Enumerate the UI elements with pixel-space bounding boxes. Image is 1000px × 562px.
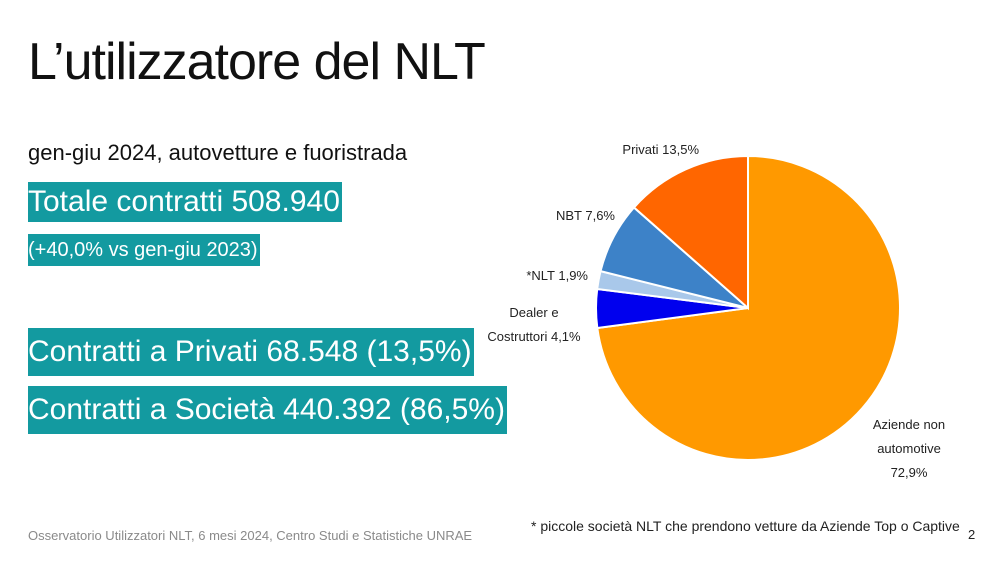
pie-chart: Privati 13,5% NBT 7,6% *NLT 1,9% Dealer … xyxy=(487,142,945,480)
total-contracts: Totale contratti 508.940 xyxy=(28,182,342,222)
private-contracts: Contratti a Privati 68.548 (13,5%) xyxy=(28,328,474,376)
label-dealer-line2: Costruttori 4,1% xyxy=(487,329,581,344)
source-note: Osservatorio Utilizzatori NLT, 6 mesi 20… xyxy=(28,528,473,543)
yoy-change: (+40,0% vs gen-giu 2023) xyxy=(28,234,260,266)
period-subtitle: gen-giu 2024, autovetture e fuoristrada xyxy=(28,140,408,165)
label-nlt: *NLT 1,9% xyxy=(526,268,588,283)
label-aziende-line1: Aziende non xyxy=(873,417,945,432)
company-contracts: Contratti a Società 440.392 (86,5%) xyxy=(28,386,507,434)
label-dealer-line1: Dealer e xyxy=(509,305,558,320)
label-nbt: NBT 7,6% xyxy=(556,208,615,223)
slice-privati xyxy=(632,154,749,311)
slide-title: L’utilizzatore del NLT xyxy=(28,33,486,91)
label-privati: Privati 13,5% xyxy=(622,142,699,157)
footnote: * piccole società NLT che prendono vettu… xyxy=(531,518,960,534)
page-number: 2 xyxy=(968,527,976,542)
label-aziende-line3: 72,9% xyxy=(891,465,928,480)
label-aziende-line2: automotive xyxy=(877,441,941,456)
